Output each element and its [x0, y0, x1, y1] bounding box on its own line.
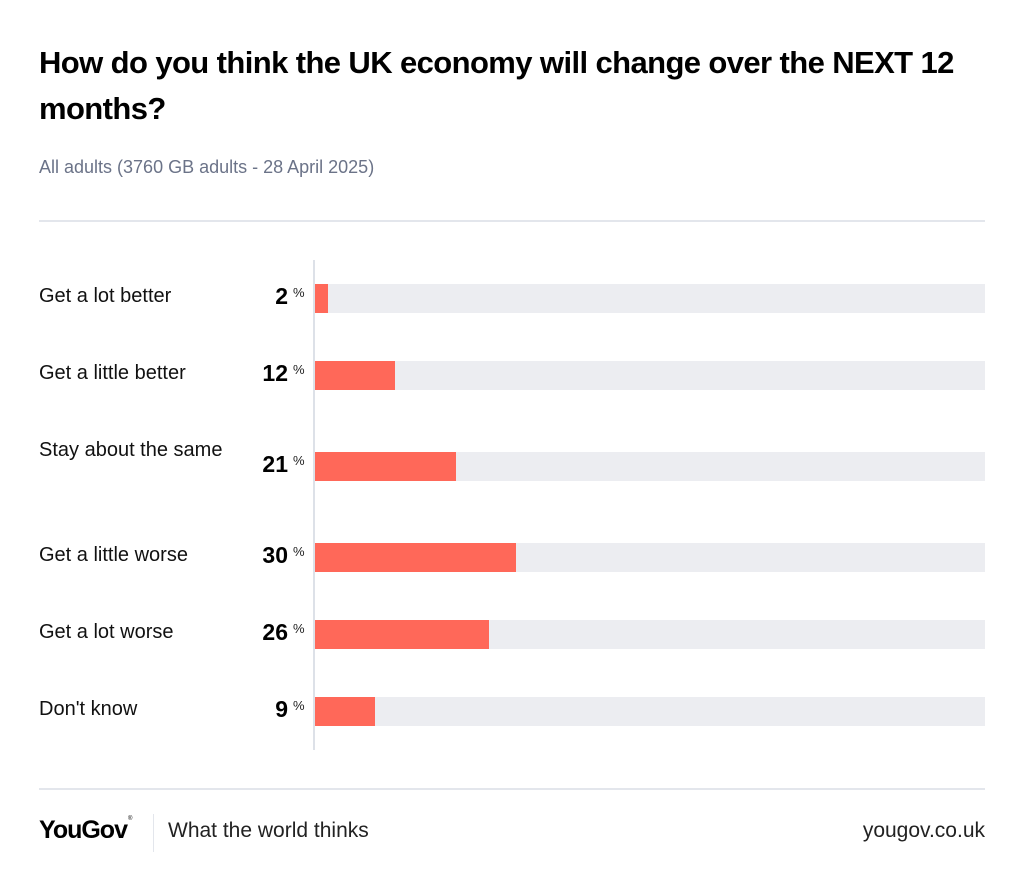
category-label: Stay about the same: [39, 439, 223, 461]
bar-track: [315, 697, 985, 726]
chart-subtitle: All adults (3760 GB adults - 28 April 20…: [39, 157, 375, 177]
brand-name: YouGov: [39, 816, 128, 844]
data-label: 26: [262, 619, 288, 645]
bar-track: [315, 361, 985, 390]
category-label: Don't know: [39, 698, 138, 720]
footer-url-link[interactable]: yougov.co.uk: [862, 819, 985, 842]
data-label: 30: [262, 542, 288, 568]
bar: [315, 452, 456, 481]
bar-track: [315, 543, 985, 572]
y-axis-line: [313, 260, 315, 750]
category-label: Get a lot better: [39, 285, 172, 307]
data-label: 9: [275, 696, 288, 722]
bar: [315, 697, 376, 726]
data-label: 2: [275, 283, 288, 309]
chart-title: How do you think the UK economy will cha…: [39, 45, 954, 126]
trademark-symbol: ®: [127, 816, 133, 822]
divider-top: [39, 220, 985, 222]
category-label: Get a little better: [39, 362, 186, 384]
footer-tagline: What the world thinks: [168, 819, 369, 842]
percent-sign: %: [293, 698, 305, 713]
footer-separator: [153, 814, 154, 852]
bar-track: [315, 620, 985, 649]
percent-sign: %: [293, 285, 305, 300]
category-label: Get a lot worse: [39, 621, 174, 643]
bar: [315, 620, 490, 649]
divider-bottom: [39, 788, 985, 790]
bar: [315, 361, 396, 390]
yougov-logo[interactable]: YouGov®: [39, 816, 133, 845]
bar-track: [315, 284, 985, 313]
percent-sign: %: [293, 544, 305, 559]
percent-sign: %: [293, 362, 305, 377]
bar: [315, 284, 329, 313]
percent-sign: %: [293, 453, 305, 468]
bar-track: [315, 452, 985, 481]
data-label: 21: [262, 451, 288, 477]
category-label: Get a little worse: [39, 544, 188, 566]
bar: [315, 543, 516, 572]
percent-sign: %: [293, 621, 305, 636]
data-label: 12: [262, 360, 288, 386]
